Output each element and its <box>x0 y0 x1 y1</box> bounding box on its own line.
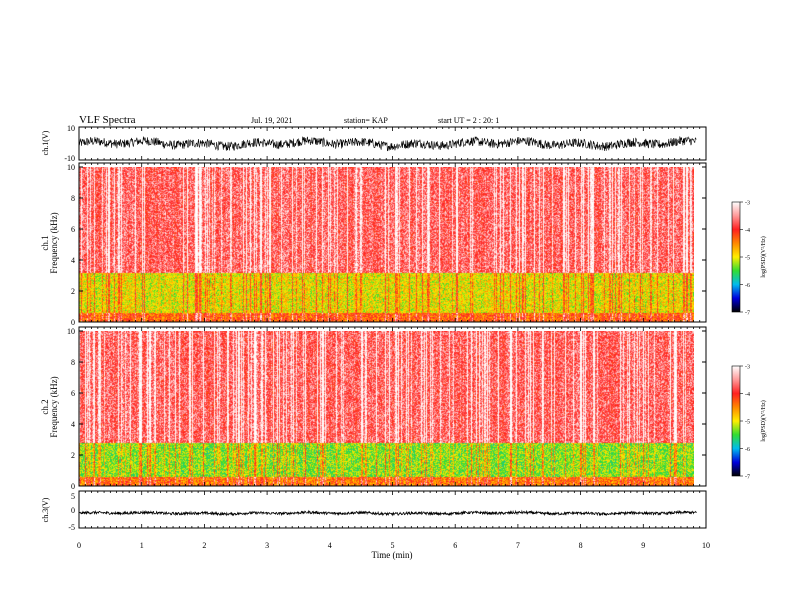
time-tick-label: 8 <box>579 541 583 550</box>
start-time-label: start UT = 2 : 20: 1 <box>438 116 499 125</box>
time-axis-labels: 0 1 2 3 4 5 6 7 8 9 10 <box>77 541 710 550</box>
date-label: Jul. 19, 2021 <box>251 116 292 125</box>
ch1-waveform-trace <box>78 136 697 152</box>
figure-title: VLF Spectra <box>79 114 136 126</box>
ch2-spectrogram-image <box>79 331 694 486</box>
station-label: station= KAP <box>344 116 388 125</box>
time-tick-label: 2 <box>202 541 206 550</box>
colorbar-tick-label: -3 <box>745 365 750 371</box>
time-tick-label: 4 <box>328 541 332 550</box>
time-tick-label: 9 <box>641 541 645 550</box>
colorbar-label: log(PSD)(V²/Hz) <box>760 400 767 441</box>
ch1-waveform-ylabel: ch.1(V) <box>41 130 50 155</box>
ch3-waveform-ylabel: ch.3(V) <box>41 497 50 522</box>
ch3-ytick-bottom: -5 <box>68 523 75 532</box>
ch2-frequency-ylabel: Frequency (kHz) <box>49 376 59 437</box>
colorbar-tick-label: -3 <box>745 201 750 207</box>
colorbar-tick-label: -6 <box>745 447 750 453</box>
time-axis-ticks <box>78 127 707 528</box>
ch1-ytick-bottom: -10 <box>64 154 75 163</box>
colorbar-tick-label: -6 <box>745 283 750 289</box>
spectrogram-ytick-label: 10 <box>67 163 75 172</box>
colorbar-tick-label: -4 <box>745 392 750 398</box>
ch3-ytick-mid: 0 <box>71 506 75 515</box>
time-tick-label: 5 <box>391 541 395 550</box>
ch3-waveform-frame <box>78 490 707 529</box>
colorbar-tick-label: -7 <box>745 311 750 317</box>
time-axis-label: Time (min) <box>372 550 413 560</box>
colorbar-scale <box>731 365 741 477</box>
colorbar-tick-label: -5 <box>745 420 750 426</box>
spectrogram-ytick-label: 8 <box>71 194 75 203</box>
colorbar-tick-label: -7 <box>745 475 750 481</box>
colorbar-tick-label: -4 <box>745 228 750 234</box>
spectrogram-ytick-label: 4 <box>71 256 75 265</box>
ch1-frequency-ylabel: Frequency (kHz) <box>49 212 59 273</box>
ch1-spectrogram-ylabel: ch.1 <box>40 235 50 250</box>
spectrogram-ytick-label: 6 <box>71 225 75 234</box>
spectrogram-ytick-label: 10 <box>67 327 75 336</box>
spectrogram-ytick-label: 0 <box>71 482 75 491</box>
ch1-spectrogram-image <box>79 167 694 322</box>
time-tick-label: 7 <box>516 541 520 550</box>
ch1-waveform-panel: 10 -10 ch.1(V) <box>41 124 707 163</box>
spectrogram-ytick-label: 4 <box>71 420 75 429</box>
ch3-waveform-trace <box>78 509 697 517</box>
spectrogram-ytick-label: 0 <box>71 318 75 327</box>
ch2-spectrogram-panel: 0 2 4 6 8 10 ch.2 Frequency (kHz) <box>40 326 707 491</box>
time-tick-label: 3 <box>265 541 269 550</box>
ch2-spectrogram-ylabel: ch.2 <box>40 399 50 414</box>
colorbar-label: log(PSD)(V²/Hz) <box>760 236 767 277</box>
time-tick-label: 6 <box>453 541 457 550</box>
ch1-colorbar: -3 -4 -5 -6 -7 log(PSD)(V²/Hz) <box>731 201 767 317</box>
ch1-ytick-top: 10 <box>67 124 75 133</box>
spectrogram-ytick-label: 2 <box>71 451 75 460</box>
colorbar-tick-label: -5 <box>745 256 750 262</box>
colorbar-scale <box>731 201 741 313</box>
ch2-colorbar: -3 -4 -5 -6 -7 log(PSD)(V²/Hz) <box>731 365 767 481</box>
time-tick-label: 1 <box>140 541 144 550</box>
spectrogram-ytick-label: 8 <box>71 358 75 367</box>
spectrogram-ytick-label: 2 <box>71 287 75 296</box>
ch3-ytick-top: 5 <box>71 492 75 501</box>
time-tick-label: 10 <box>702 541 710 550</box>
ch1-spectrogram-panel: 0 2 4 6 8 10 ch.1 Frequency (kHz) <box>40 162 707 327</box>
time-tick-label: 0 <box>77 541 81 550</box>
ch3-waveform-panel: 5 0 -5 ch.3(V) <box>41 490 707 532</box>
spectrogram-ytick-label: 6 <box>71 389 75 398</box>
